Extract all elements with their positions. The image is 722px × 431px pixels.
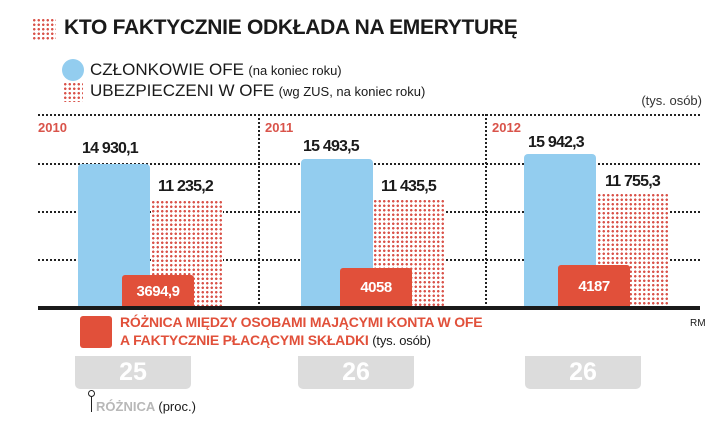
percent-legend-unit: (proc.) <box>158 399 196 414</box>
year-label-2012: 2012 <box>492 120 521 135</box>
year-divider <box>485 114 487 308</box>
difference-bar-2011: 4058 <box>340 268 412 307</box>
percent-box-2012: 26 <box>525 356 641 389</box>
unit-label: (tys. osób) <box>641 93 702 108</box>
x-axis-baseline <box>38 306 700 310</box>
difference-legend-line2-wrap: A FAKTYCZNIE PŁACĄCYMI SKŁADKI (tys. osó… <box>120 332 431 348</box>
title-dots-icon <box>32 18 56 41</box>
chart-title: KTO FAKTYCZNIE ODKŁADA NA EMERYTURĘ <box>64 16 518 39</box>
year-label-2011: 2011 <box>265 120 294 135</box>
percent-legend: RÓŻNICA (proc.) <box>96 399 196 414</box>
difference-bar-2012: 4187 <box>558 265 630 307</box>
legend-members: CZŁONKOWIE OFE (na koniec roku) <box>90 60 342 80</box>
difference-legend-unit: (tys. osób) <box>372 333 431 348</box>
legend-members-note: (na koniec roku) <box>248 63 342 78</box>
legend-insured: UBEZPIECZENI W OFE (wg ZUS, na koniec ro… <box>90 81 425 101</box>
members-value-2010: 14 930,1 <box>82 140 139 157</box>
difference-legend-swatch <box>80 316 112 348</box>
insured-value-2011: 11 435,5 <box>381 178 437 195</box>
legend-insured-label: UBEZPIECZENI W OFE <box>90 81 275 100</box>
difference-legend-line2: A FAKTYCZNIE PŁACĄCYMI SKŁADKI <box>120 332 369 348</box>
legend-insured-swatch <box>63 82 83 102</box>
legend-members-label: CZŁONKOWIE OFE <box>90 60 244 79</box>
difference-bar-2010: 3694,9 <box>122 275 194 307</box>
percent-pointer-dot-icon <box>88 390 95 397</box>
year-label-2010: 2010 <box>38 120 67 135</box>
percent-pointer-line <box>91 394 92 412</box>
members-value-2011: 15 493,5 <box>303 138 360 155</box>
percent-box-2010: 25 <box>75 356 191 389</box>
difference-legend-line1: RÓŻNICA MIĘDZY OSOBAMI MAJĄCYMI KONTA W … <box>120 314 483 330</box>
author-credit: RM <box>690 318 706 329</box>
legend-members-swatch <box>62 59 84 81</box>
gridline <box>38 114 700 116</box>
insured-value-2012: 11 755,3 <box>605 173 661 190</box>
legend-insured-note: (wg ZUS, na koniec roku) <box>278 84 426 99</box>
insured-value-2010: 11 235,2 <box>158 178 214 195</box>
percent-legend-label: RÓŻNICA <box>96 399 155 414</box>
year-divider <box>258 114 260 308</box>
members-value-2012: 15 942,3 <box>528 134 585 151</box>
percent-box-2011: 26 <box>298 356 414 389</box>
